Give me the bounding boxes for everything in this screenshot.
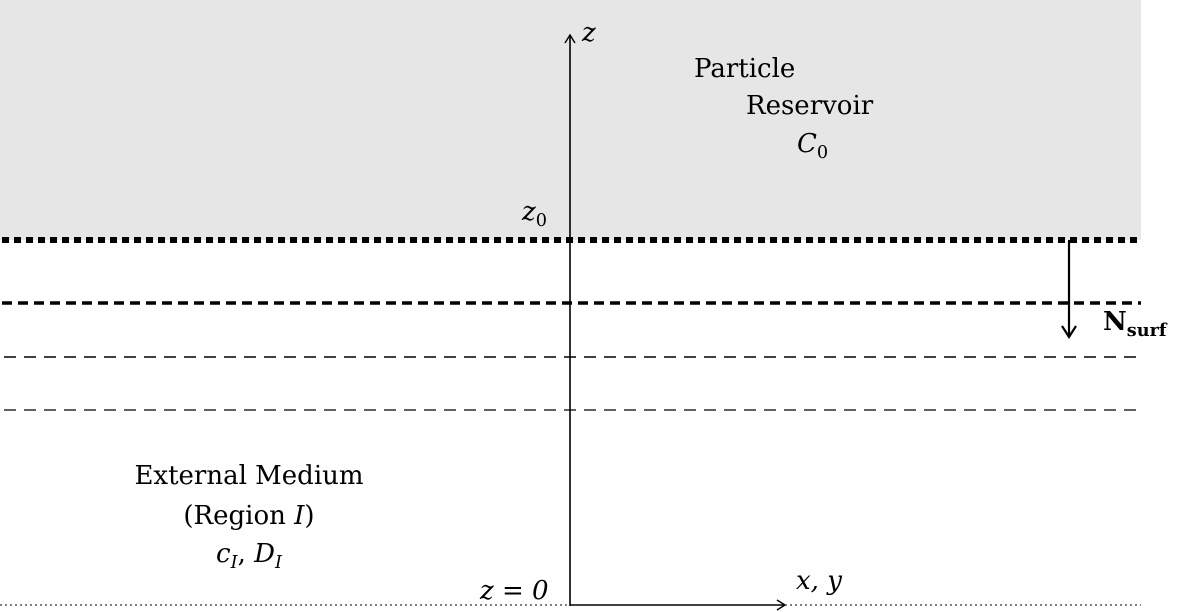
reservoir-label-line2: Reservoir (746, 93, 873, 119)
c-symbol: c (216, 539, 231, 569)
external-medium-line3: cI, DI (129, 539, 369, 572)
d-symbol: D (254, 539, 275, 569)
d-sub: I (274, 553, 282, 574)
origin-label-text: z = 0 (480, 576, 549, 606)
c-sub: I (230, 553, 238, 574)
flux-label-symbol: N (1103, 307, 1127, 337)
xy-axis-arrowhead (776, 599, 787, 611)
external-medium-title: External Medium (134, 461, 364, 491)
flux-label-sub: surf (1126, 320, 1167, 342)
external-medium-line1: External Medium (129, 463, 369, 489)
xy-axis-label-text: x, y (796, 566, 842, 596)
flux-label: Nsurf (1103, 307, 1166, 340)
z0-label: z0 (522, 197, 547, 230)
region-suffix: ) (304, 501, 315, 531)
z-axis-arrowhead (564, 33, 576, 44)
region-prefix: (Region (183, 501, 295, 531)
flux-arrow-head (1061, 325, 1077, 340)
reservoir-concentration-sub: 0 (816, 143, 829, 164)
reservoir-label-line1: Particle (694, 56, 795, 82)
reservoir-label-particle: Particle (694, 54, 796, 84)
medium-separator: , (237, 539, 255, 569)
reservoir-concentration-symbol: C (797, 129, 817, 159)
external-medium-line2: (Region I) (129, 503, 369, 529)
z0-label-symbol: z (522, 197, 536, 227)
z-axis-label: z (582, 20, 596, 46)
z0-label-sub: 0 (535, 211, 547, 232)
reservoir-label-reservoir: Reservoir (746, 91, 874, 121)
origin-label: z = 0 (480, 578, 549, 604)
reservoir-concentration: C0 (797, 129, 828, 162)
xy-axis-label: x, y (796, 568, 842, 594)
z-axis-label-text: z (582, 18, 596, 48)
region-symbol: I (294, 501, 305, 531)
